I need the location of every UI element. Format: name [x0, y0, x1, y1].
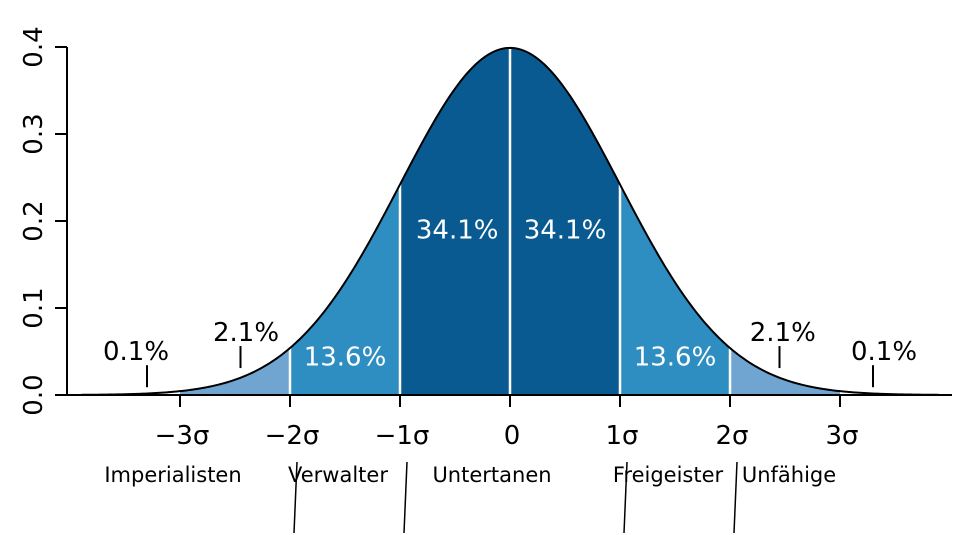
group-divider-2 — [623, 461, 628, 534]
group-label-3: Freigeister — [613, 463, 724, 487]
percent-label-2: 13.6% — [304, 342, 387, 372]
percent-label-4: 34.1% — [524, 215, 607, 245]
x-tick-label-6: 3σ — [825, 421, 858, 451]
percent-label-7: 0.1% — [851, 337, 917, 367]
y-tick-label-1: 0.1 — [19, 287, 49, 328]
group-divider-3 — [733, 461, 738, 534]
group-label-2: Untertanen — [432, 463, 551, 487]
x-tick-label-3: 0 — [504, 421, 521, 451]
y-tick-label-0: 0.0 — [19, 374, 49, 415]
percent-label-0: 0.1% — [103, 337, 169, 367]
x-tick-label-2: −1σ — [375, 421, 430, 451]
x-tick-label-4: 1σ — [605, 421, 638, 451]
y-tick-label-2: 0.2 — [19, 200, 49, 241]
x-tick-label-0: −3σ — [155, 421, 210, 451]
group-divider-1 — [403, 461, 408, 534]
band-0 — [180, 348, 290, 395]
y-tick-label-4: 0.4 — [19, 26, 49, 67]
density-curve — [80, 46, 940, 396]
group-divider-0 — [293, 461, 298, 534]
group-label-1: Verwalter — [288, 463, 388, 487]
x-tick-label-5: 2σ — [715, 421, 748, 451]
y-tick-label-3: 0.3 — [19, 113, 49, 154]
group-label-4: Unfähige — [742, 463, 836, 487]
percent-label-6: 2.1% — [750, 318, 816, 348]
band-5 — [730, 348, 840, 395]
group-label-0: Imperialisten — [104, 463, 241, 487]
x-tick-label-1: −2σ — [265, 421, 320, 451]
percent-label-3: 34.1% — [416, 215, 499, 245]
percent-label-1: 2.1% — [213, 318, 279, 348]
percent-label-5: 13.6% — [634, 342, 717, 372]
